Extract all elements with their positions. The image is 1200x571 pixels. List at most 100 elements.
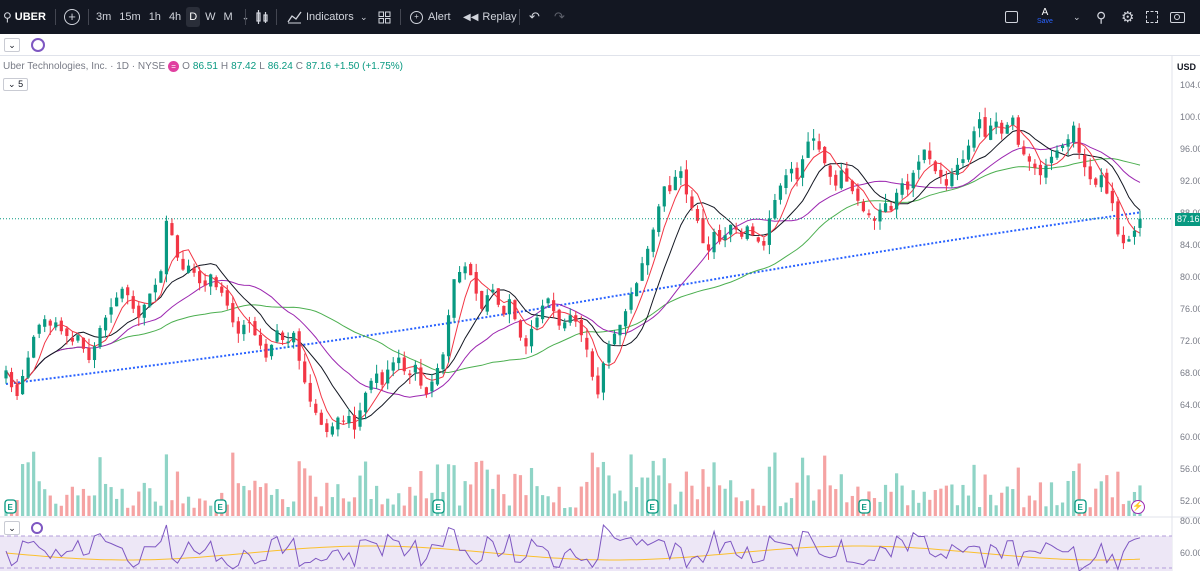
volume-bar [640, 477, 644, 516]
replay-button[interactable]: ◀◀ Replay [463, 0, 517, 34]
save-menu-chevron[interactable]: ⌄ [1073, 0, 1081, 34]
volume-bar [59, 505, 63, 516]
timeframe-m[interactable]: M [223, 11, 233, 23]
volume-bar [789, 498, 794, 516]
candle-body [446, 315, 451, 357]
volume-bar [325, 482, 329, 516]
compare-symbol-button[interactable]: + [64, 0, 80, 34]
volume-bar [717, 485, 722, 516]
rsi-ma-line [5, 545, 1141, 561]
volume-bar [408, 486, 412, 516]
sync-icon[interactable] [31, 38, 45, 52]
volume-bar [330, 497, 334, 516]
price-axis-label: 104.00 [1180, 80, 1200, 90]
volume-bar [800, 457, 805, 516]
grid-icon [378, 11, 391, 23]
collapse-toolbar-button[interactable]: ⌄ [4, 38, 20, 52]
volume-bar [778, 506, 783, 516]
volume-bar [126, 507, 130, 516]
snapshot-button[interactable] [1170, 0, 1185, 34]
close-key: C [295, 61, 304, 72]
candle-body [474, 272, 478, 294]
candle-body [767, 218, 771, 245]
candle-body [4, 370, 8, 379]
volume-bar [701, 469, 705, 516]
volume-bar [402, 505, 406, 516]
volume-bar [513, 473, 517, 516]
ma-10-line [5, 129, 1141, 420]
candle-body [690, 196, 694, 208]
volume-bar [1049, 482, 1054, 516]
volume-bar [596, 467, 600, 516]
candle-body [933, 161, 937, 172]
volume-bar [120, 488, 124, 516]
currency-label[interactable]: USD [1177, 62, 1197, 72]
candle-body [751, 226, 755, 236]
volume-bar [546, 496, 550, 516]
price-axis-label: 72.00 [1180, 336, 1200, 346]
indicators-menu-chevron[interactable]: ⌄ [360, 0, 368, 34]
indicators-button[interactable]: Indicators [287, 0, 354, 34]
candle-body [469, 264, 473, 276]
volume-bar [911, 490, 915, 516]
equals-icon[interactable]: = [168, 61, 180, 72]
redo-button[interactable]: ↷ [554, 0, 565, 34]
candle-body [463, 266, 467, 274]
layout-button[interactable] [1005, 0, 1018, 34]
rsi-line [5, 523, 1141, 571]
volume-bar [1099, 481, 1103, 516]
rsi-sync-icon[interactable] [31, 522, 43, 534]
volume-bar [446, 464, 451, 516]
candle-body [430, 381, 434, 392]
timeframe-d[interactable]: D [186, 7, 201, 27]
save-layout-button[interactable]: A Save [1037, 0, 1053, 34]
rsi-collapse-button[interactable]: ⌄ [4, 521, 20, 535]
volume-bar [1016, 467, 1020, 516]
volume-bar [856, 486, 860, 516]
volume-bar [54, 503, 58, 516]
candle-body [717, 229, 722, 242]
volume-bar [812, 500, 816, 516]
indicators-collapse-button[interactable]: ⌄ 5 [3, 78, 29, 91]
candle-body [552, 300, 556, 312]
symbol-search[interactable]: ⚲ UBER [3, 0, 46, 34]
earnings-marker [432, 499, 445, 514]
candle-body [286, 341, 290, 344]
quick-search-button[interactable]: ⚲ [1096, 0, 1106, 34]
volume-bar [651, 460, 655, 516]
candle-body [640, 263, 644, 281]
timeframe-1h[interactable]: 1h [148, 11, 161, 23]
candle-body [917, 161, 921, 170]
timeframe-4h[interactable]: 4h [168, 11, 182, 23]
timeframe-w[interactable]: W [205, 11, 216, 23]
candle-body [701, 218, 705, 244]
volume-bar [15, 500, 19, 516]
timeframe-3m[interactable]: 3m [96, 11, 112, 23]
chart-type-button[interactable] [255, 0, 269, 34]
timeframe-15m[interactable]: 15m [119, 11, 141, 23]
volume-bar [363, 461, 368, 516]
volume-bar [435, 464, 440, 516]
candle-body [491, 289, 495, 293]
settings-button[interactable]: ⚙ [1121, 0, 1134, 34]
candle-body [828, 165, 832, 177]
candle-body [225, 290, 229, 306]
alert-button[interactable]: + Alert [410, 0, 451, 34]
candle-body [258, 334, 263, 346]
candle-body [1038, 164, 1043, 176]
earnings-letter: E [436, 503, 442, 512]
undo-button[interactable]: ↶ [529, 0, 540, 34]
volume-bar [729, 480, 733, 516]
lightning-icon[interactable]: ⚡ [1131, 500, 1145, 514]
templates-button[interactable] [378, 0, 391, 34]
volume-bar [690, 485, 694, 516]
fullscreen-button[interactable] [1146, 0, 1158, 34]
volume-bar [989, 494, 993, 516]
volume-bar [159, 505, 163, 516]
earnings-letter: E [8, 503, 14, 512]
plus-circle-icon: + [64, 9, 80, 25]
volume-bar [264, 483, 268, 516]
candle-body [424, 387, 429, 395]
